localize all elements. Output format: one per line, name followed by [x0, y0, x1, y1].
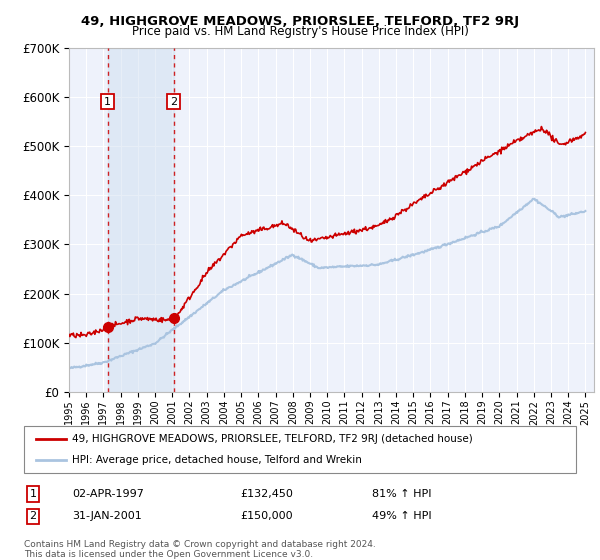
Text: 1: 1: [29, 489, 37, 499]
Text: 81% ↑ HPI: 81% ↑ HPI: [372, 489, 431, 499]
Text: This data is licensed under the Open Government Licence v3.0.: This data is licensed under the Open Gov…: [24, 550, 313, 559]
Text: £132,450: £132,450: [240, 489, 293, 499]
Text: 2: 2: [170, 97, 177, 107]
Text: Contains HM Land Registry data © Crown copyright and database right 2024.: Contains HM Land Registry data © Crown c…: [24, 540, 376, 549]
Text: 49% ↑ HPI: 49% ↑ HPI: [372, 511, 431, 521]
Text: 1: 1: [104, 97, 111, 107]
Text: 2: 2: [29, 511, 37, 521]
Bar: [108, 48, 173, 392]
Text: 02-APR-1997: 02-APR-1997: [72, 489, 144, 499]
Text: HPI: Average price, detached house, Telford and Wrekin: HPI: Average price, detached house, Telf…: [72, 455, 362, 465]
Text: £150,000: £150,000: [240, 511, 293, 521]
Text: Price paid vs. HM Land Registry's House Price Index (HPI): Price paid vs. HM Land Registry's House …: [131, 25, 469, 38]
Text: 31-JAN-2001: 31-JAN-2001: [72, 511, 142, 521]
Text: 49, HIGHGROVE MEADOWS, PRIORSLEE, TELFORD, TF2 9RJ (detached house): 49, HIGHGROVE MEADOWS, PRIORSLEE, TELFOR…: [72, 434, 473, 444]
Text: 49, HIGHGROVE MEADOWS, PRIORSLEE, TELFORD, TF2 9RJ: 49, HIGHGROVE MEADOWS, PRIORSLEE, TELFOR…: [81, 15, 519, 27]
